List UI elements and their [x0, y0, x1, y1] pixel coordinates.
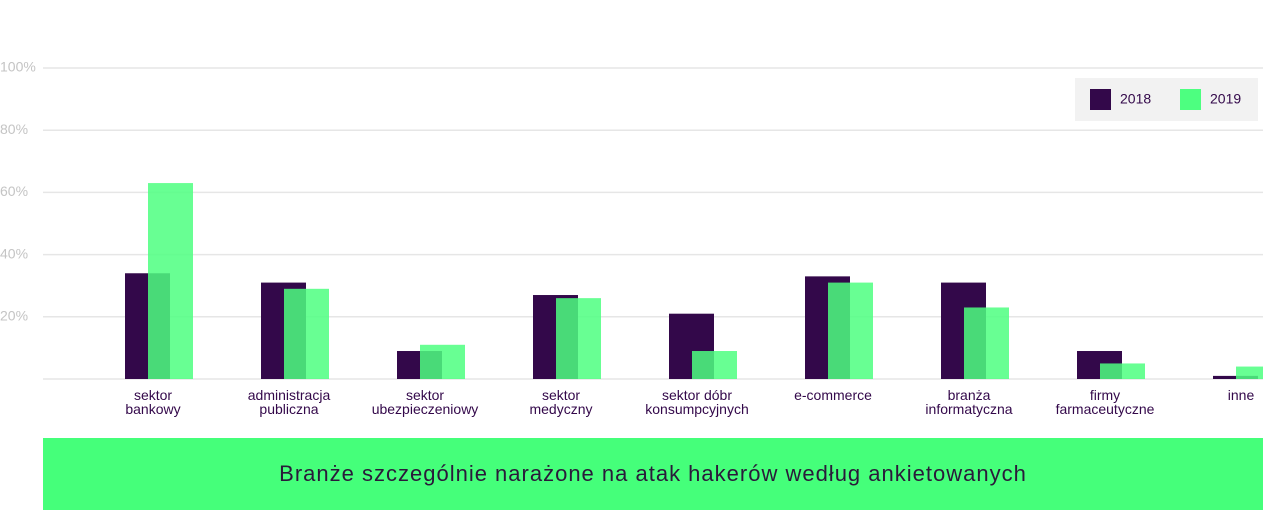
- y-tick-label: 100%: [0, 59, 36, 75]
- x-tick-label: sektor medyczny: [529, 387, 593, 417]
- y-tick-label: 40%: [0, 245, 28, 261]
- bar: [828, 282, 873, 379]
- y-tick-label: 80%: [0, 121, 28, 137]
- x-tick-label: inne: [1227, 387, 1255, 403]
- x-tick-label: sektor ubezpieczeniowy: [371, 387, 479, 417]
- y-tick-label: 20%: [0, 308, 28, 324]
- bar: [1213, 375, 1258, 379]
- bar: [1236, 366, 1263, 379]
- bar: [284, 288, 329, 379]
- bar: [692, 351, 737, 379]
- x-tick-label: administracja publiczna: [247, 387, 331, 417]
- legend-swatch: [1090, 89, 1111, 110]
- x-tick-label: sektor dóbr konsumpcyjnych: [645, 387, 749, 417]
- chart-title: Branże szczególnie narażone na atak hake…: [43, 438, 1263, 510]
- x-tick-label: branża informatyczna: [925, 387, 1013, 417]
- bar: [964, 307, 1009, 379]
- bar: [1100, 363, 1145, 379]
- bar: [420, 344, 465, 379]
- y-tick-label: 60%: [0, 183, 28, 199]
- x-tick-label: e-commerce: [794, 387, 872, 403]
- bar: [148, 183, 193, 379]
- legend-swatch: [1180, 89, 1201, 110]
- legend-label: 2018: [1120, 91, 1151, 107]
- bar: [556, 298, 601, 379]
- x-tick-label: firmy farmaceutyczne: [1055, 387, 1155, 417]
- chart: 20% 40% 60% 80% 100% 2018 2019: [0, 59, 1263, 380]
- x-tick-label: sektor bankowy: [125, 387, 181, 417]
- legend-label: 2019: [1210, 91, 1241, 107]
